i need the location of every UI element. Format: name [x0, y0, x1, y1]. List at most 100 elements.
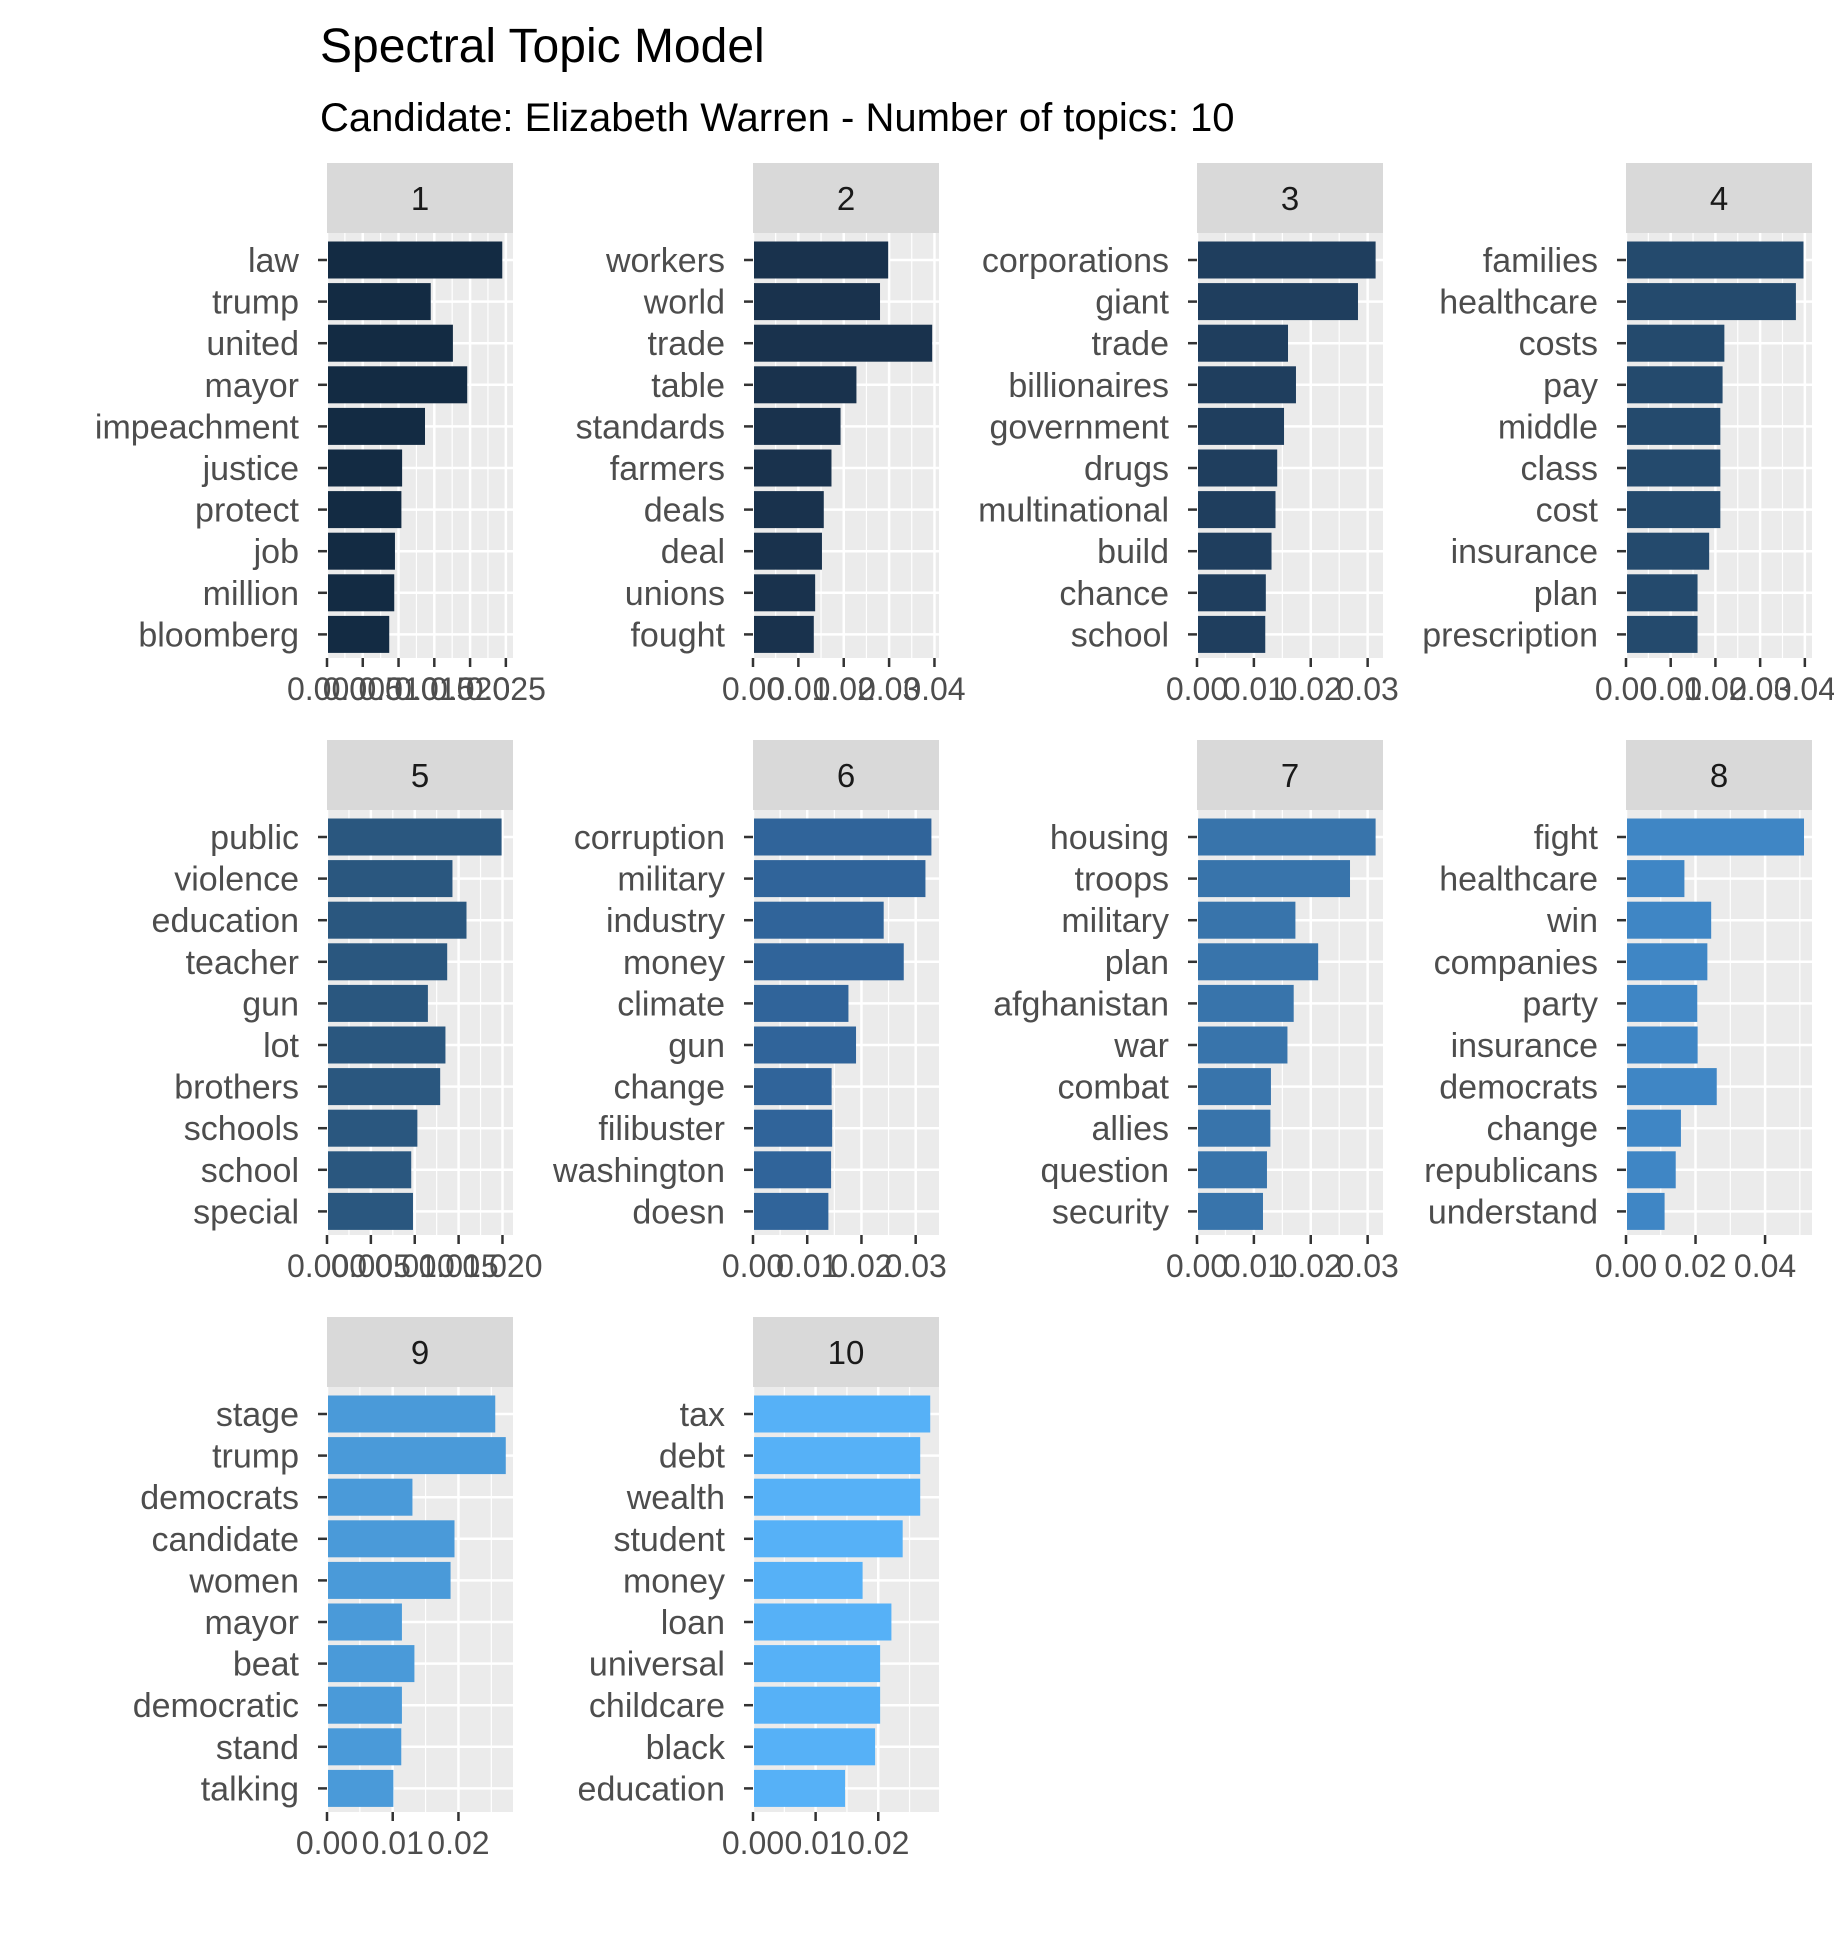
bar — [328, 615, 390, 653]
bar — [328, 407, 426, 445]
bar — [1627, 366, 1723, 404]
category-label: plan — [1534, 575, 1598, 613]
category-label: brothers — [174, 1069, 299, 1107]
bar — [754, 818, 932, 856]
category-label: filibuster — [598, 1110, 725, 1148]
category-label: win — [1546, 902, 1598, 940]
bar — [754, 1645, 881, 1683]
x-tick-label: 0.04 — [1734, 1248, 1796, 1284]
bar — [328, 283, 431, 321]
category-label: democrats — [1439, 1069, 1598, 1107]
bar — [1198, 407, 1285, 445]
x-tick-label: 0.02 — [1664, 1248, 1726, 1284]
facet-strip-label: 2 — [837, 180, 855, 217]
x-tick-label: 0.03 — [1337, 671, 1399, 707]
bar — [328, 1769, 394, 1807]
bar — [754, 366, 857, 404]
category-label: middle — [1498, 408, 1598, 446]
category-label: companies — [1434, 944, 1598, 982]
x-tick-label: 0.02 — [830, 1248, 892, 1284]
bar — [328, 1520, 455, 1558]
category-label: gun — [242, 985, 299, 1023]
bar — [754, 615, 814, 653]
bar — [1198, 324, 1289, 362]
bar — [328, 860, 453, 898]
facet-strip — [1626, 163, 1812, 233]
category-label: climate — [617, 985, 725, 1023]
category-label: republicans — [1424, 1152, 1598, 1190]
bar — [754, 407, 841, 445]
bar — [1627, 1026, 1698, 1064]
category-label: bloomberg — [138, 616, 299, 654]
category-label: money — [623, 1562, 725, 1600]
facet-strip-label: 1 — [411, 180, 429, 217]
category-label: multinational — [978, 492, 1169, 530]
category-label: drugs — [1084, 450, 1169, 488]
bar — [328, 1728, 402, 1766]
bar — [1627, 407, 1721, 445]
x-tick-label: 0.02 — [847, 1825, 909, 1861]
bar — [1198, 241, 1376, 279]
x-tick-label: 0.010 — [358, 671, 438, 707]
category-label: workers — [605, 242, 725, 280]
x-tick-label: 0.02 — [1280, 671, 1342, 707]
bar — [1627, 943, 1708, 981]
bar — [754, 1478, 921, 1516]
x-tick-label: 0.01 — [784, 1825, 846, 1861]
bar — [754, 1561, 863, 1599]
x-tick-label: 0.00 — [296, 1825, 358, 1861]
bar — [1627, 860, 1685, 898]
category-label: money — [623, 944, 725, 982]
bar — [754, 860, 926, 898]
category-label: party — [1522, 985, 1598, 1023]
facet-strip — [327, 740, 513, 810]
category-label: childcare — [589, 1687, 725, 1725]
bar — [1627, 1068, 1717, 1106]
facet-strip — [753, 1317, 939, 1387]
category-label: trade — [648, 325, 726, 363]
facet-panels: 1lawtrumpunitedmayorimpeachmentjusticepr… — [95, 163, 1834, 1861]
category-label: washington — [552, 1152, 725, 1190]
bar — [754, 1026, 857, 1064]
category-label: education — [152, 902, 299, 940]
facet-strip — [753, 163, 939, 233]
bar — [1627, 615, 1698, 653]
bar — [1627, 324, 1725, 362]
category-label: class — [1521, 450, 1598, 488]
facet-strip — [1197, 163, 1383, 233]
x-tick-label: 0.01 — [1223, 671, 1285, 707]
bar — [754, 241, 889, 279]
bar — [328, 818, 502, 856]
bar — [754, 491, 824, 529]
bar — [754, 1395, 931, 1433]
bar — [328, 1478, 413, 1516]
bar — [754, 1109, 833, 1147]
x-tick-label: 0.000 — [287, 671, 367, 707]
category-label: fight — [1534, 819, 1599, 857]
x-tick-label: 0.00 — [1166, 1248, 1228, 1284]
category-label: costs — [1519, 325, 1598, 363]
category-label: beat — [233, 1646, 300, 1684]
bar — [328, 1437, 506, 1475]
category-label: protect — [195, 492, 299, 530]
x-tick-label: 0.03 — [858, 671, 920, 707]
x-tick-label: 0.00 — [1166, 671, 1228, 707]
category-label: war — [1113, 1027, 1169, 1065]
x-tick-label: 0.03 — [885, 1248, 947, 1284]
x-tick-label: 0.04 — [903, 671, 965, 707]
x-tick-label: 0.010 — [375, 1248, 455, 1284]
bar — [754, 1728, 876, 1766]
bar — [1627, 984, 1698, 1022]
category-label: schools — [184, 1110, 299, 1148]
bar — [754, 1192, 829, 1230]
category-label: build — [1097, 533, 1169, 571]
category-label: fought — [630, 616, 725, 654]
x-tick-label: 0.005 — [323, 671, 403, 707]
bar — [754, 449, 832, 487]
category-label: farmers — [610, 450, 725, 488]
x-tick-label: 0.02 — [1280, 1248, 1342, 1284]
bar — [328, 574, 395, 612]
